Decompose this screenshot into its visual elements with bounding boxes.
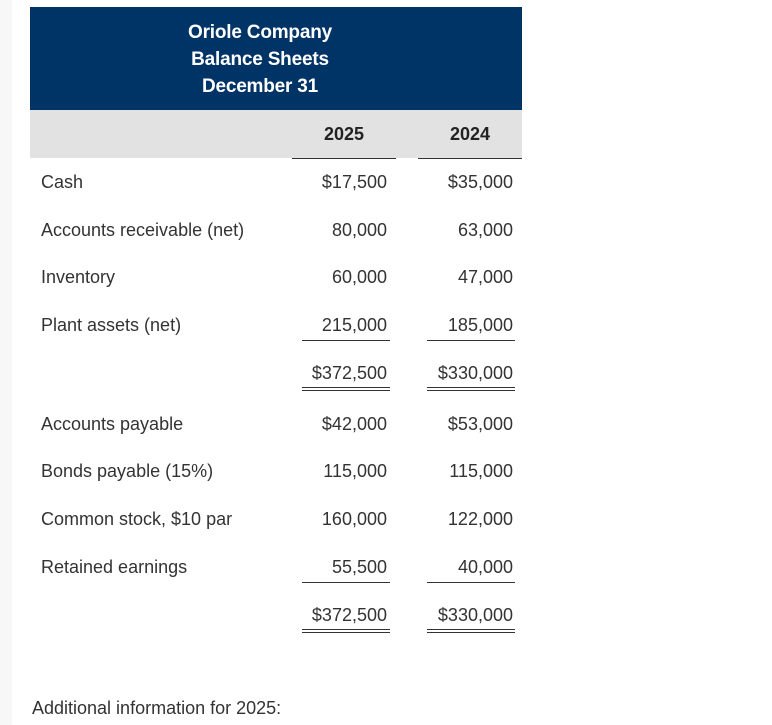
double-underline: [427, 632, 515, 633]
value-2025: 215,000: [321, 315, 387, 335]
value-2024: 40,000: [457, 557, 513, 577]
total-assets-row: $372,500 $330,000: [30, 359, 522, 389]
additional-information-label: Additional information for 2025:: [32, 698, 282, 718]
table-row: Accounts receivable (net) 80,000 63,000: [30, 216, 522, 246]
subtotal-rule: [427, 582, 515, 583]
table-row: Plant assets (net) 215,000 185,000: [30, 311, 522, 341]
table-row: Common stock, $10 par 160,000 122,000: [30, 505, 522, 535]
double-underline: [427, 629, 515, 630]
double-underline: [302, 632, 390, 633]
balance-sheet-table: Oriole Company Balance Sheets December 3…: [30, 7, 522, 633]
page-margin-stripe: [0, 0, 12, 725]
statement-header: Oriole Company Balance Sheets December 3…: [30, 7, 522, 110]
value-2025: $42,000: [321, 414, 387, 434]
row-label: Bonds payable (15%): [41, 461, 214, 481]
value-2025: 115,000: [323, 461, 387, 481]
total-2024: $330,000: [437, 605, 513, 625]
table-row: Cash $17,500 $35,000: [30, 168, 522, 198]
value-2025: 55,500: [331, 557, 387, 577]
value-2024: 185,000: [447, 315, 513, 335]
double-underline: [427, 390, 515, 391]
value-2025: 80,000: [331, 220, 387, 240]
statement-title: Balance Sheets: [191, 49, 329, 70]
subtotal-rule: [302, 340, 390, 341]
column-header-2025: 2025: [323, 124, 365, 144]
double-underline: [302, 387, 390, 388]
double-underline: [302, 629, 390, 630]
row-label: Retained earnings: [41, 557, 188, 577]
subtotal-rule: [427, 340, 515, 341]
double-underline: [302, 390, 390, 391]
row-label: Common stock, $10 par: [41, 509, 233, 529]
total-2024: $330,000: [437, 363, 513, 383]
row-label: Accounts payable: [41, 414, 184, 434]
row-label: Accounts receivable (net): [41, 220, 245, 240]
total-liabilities-equity-row: $372,500 $330,000: [30, 601, 522, 631]
value-2025: 60,000: [331, 267, 387, 287]
table-row: Retained earnings 55,500 40,000: [30, 553, 522, 583]
row-label: Cash: [41, 172, 84, 192]
column-header-underline: [292, 158, 396, 159]
value-2024: 122,000: [447, 509, 513, 529]
column-header-underline: [418, 158, 522, 159]
statement-date: December 31: [201, 76, 319, 97]
table-row: Accounts payable $42,000 $53,000: [30, 410, 522, 440]
table-row: Inventory 60,000 47,000: [30, 263, 522, 293]
total-2025: $372,500: [311, 605, 387, 625]
value-2024: 115,000: [449, 461, 513, 481]
table-row: Bonds payable (15%) 115,000 115,000: [30, 457, 522, 487]
row-label: Plant assets (net): [41, 315, 182, 335]
column-header-2024: 2024: [449, 124, 491, 144]
row-label: Inventory: [41, 267, 116, 287]
value-2025: 160,000: [321, 509, 387, 529]
value-2024: $35,000: [447, 172, 513, 192]
column-header-row: 2025 2024: [30, 110, 522, 159]
double-underline: [427, 387, 515, 388]
value-2025: $17,500: [321, 172, 387, 192]
value-2024: 47,000: [457, 267, 513, 287]
company-name: Oriole Company: [188, 22, 332, 43]
subtotal-rule: [302, 582, 390, 583]
value-2024: $53,000: [447, 414, 513, 434]
value-2024: 63,000: [457, 220, 513, 240]
total-2025: $372,500: [311, 363, 387, 383]
